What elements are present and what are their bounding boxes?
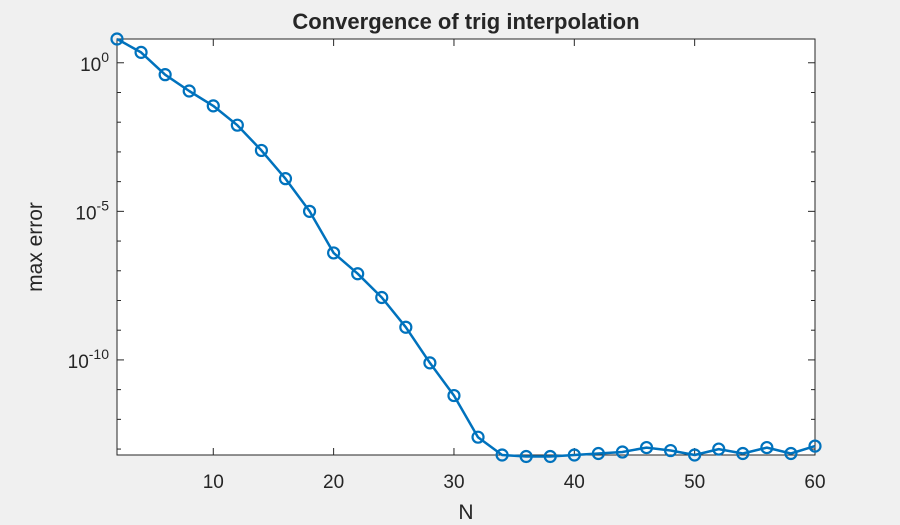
data-point	[206, 99, 220, 113]
data-point	[639, 440, 654, 455]
data-point	[591, 446, 605, 461]
y-tick-label: 10-10	[68, 346, 110, 373]
data-point	[182, 84, 196, 98]
x-axis: 10 20 30 40 50 60	[203, 39, 826, 493]
y-axis-label: max error	[24, 202, 47, 292]
data-point	[327, 246, 341, 260]
data-point	[230, 118, 244, 132]
data-point	[760, 440, 774, 455]
x-tick-label: 50	[684, 472, 705, 493]
data-point	[712, 442, 726, 456]
data-point	[736, 446, 750, 461]
data-point	[688, 448, 702, 462]
data-point	[567, 448, 581, 462]
chart-title: Convergence of trig interpolation	[292, 9, 639, 34]
data-point	[134, 45, 148, 59]
data-point	[808, 439, 822, 453]
data-point	[784, 446, 798, 461]
x-tick-label: 60	[804, 472, 825, 493]
x-tick-label: 30	[443, 472, 464, 493]
data-point	[663, 443, 678, 458]
data-point	[543, 449, 557, 464]
data-point	[302, 204, 317, 218]
y-axis: 100 10-5 10-10	[68, 49, 815, 450]
data-point	[351, 267, 365, 281]
y-tick-label: 10-5	[75, 197, 109, 224]
data-point	[519, 449, 533, 464]
series-group	[110, 32, 822, 464]
data-point	[110, 32, 124, 46]
data-point	[254, 143, 269, 158]
data-point	[447, 388, 461, 403]
x-tick-label: 40	[564, 472, 585, 493]
data-point	[399, 320, 413, 334]
data-point	[423, 356, 437, 370]
data-point	[615, 445, 630, 459]
x-axis-label: N	[458, 501, 473, 524]
data-point	[375, 290, 389, 305]
y-tick-label: 100	[80, 49, 109, 76]
data-point	[158, 68, 172, 82]
plot-area	[116, 38, 816, 456]
x-tick-label: 20	[323, 472, 344, 493]
data-point	[278, 172, 293, 186]
data-point	[471, 430, 485, 444]
x-tick-label: 10	[203, 472, 224, 493]
data-point	[495, 448, 509, 462]
